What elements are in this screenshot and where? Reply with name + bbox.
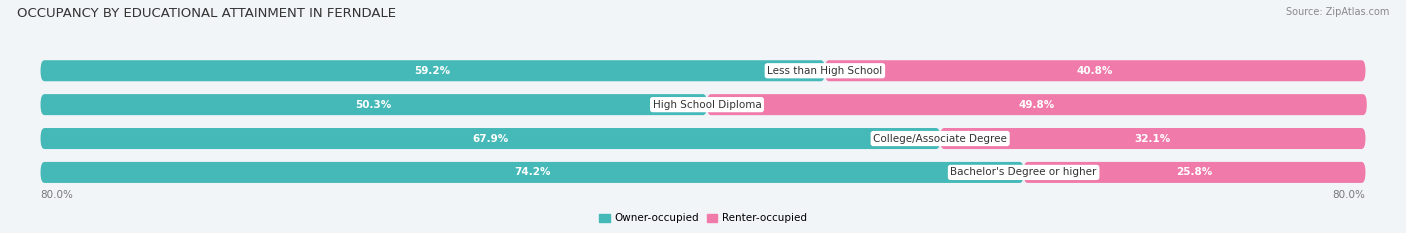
FancyBboxPatch shape	[41, 162, 1365, 183]
Text: 59.2%: 59.2%	[415, 66, 451, 76]
Text: 67.9%: 67.9%	[472, 134, 509, 144]
Text: 80.0%: 80.0%	[1333, 190, 1365, 200]
FancyBboxPatch shape	[41, 60, 1365, 81]
Text: Less than High School: Less than High School	[768, 66, 883, 76]
Text: Bachelor's Degree or higher: Bachelor's Degree or higher	[950, 168, 1097, 177]
Legend: Owner-occupied, Renter-occupied: Owner-occupied, Renter-occupied	[595, 209, 811, 228]
FancyBboxPatch shape	[941, 128, 1365, 149]
FancyBboxPatch shape	[1024, 162, 1365, 183]
Text: 50.3%: 50.3%	[356, 100, 392, 110]
Text: College/Associate Degree: College/Associate Degree	[873, 134, 1007, 144]
Text: 25.8%: 25.8%	[1177, 168, 1212, 177]
FancyBboxPatch shape	[41, 128, 941, 149]
Text: OCCUPANCY BY EDUCATIONAL ATTAINMENT IN FERNDALE: OCCUPANCY BY EDUCATIONAL ATTAINMENT IN F…	[17, 7, 396, 20]
Text: 80.0%: 80.0%	[41, 190, 73, 200]
Text: 32.1%: 32.1%	[1135, 134, 1171, 144]
FancyBboxPatch shape	[825, 60, 1365, 81]
Text: High School Diploma: High School Diploma	[652, 100, 762, 110]
FancyBboxPatch shape	[41, 94, 707, 115]
Text: 49.8%: 49.8%	[1019, 100, 1054, 110]
Text: Source: ZipAtlas.com: Source: ZipAtlas.com	[1285, 7, 1389, 17]
Text: 40.8%: 40.8%	[1077, 66, 1114, 76]
FancyBboxPatch shape	[41, 162, 1024, 183]
FancyBboxPatch shape	[41, 128, 1365, 149]
FancyBboxPatch shape	[41, 94, 1365, 115]
FancyBboxPatch shape	[41, 60, 825, 81]
Text: 74.2%: 74.2%	[513, 168, 550, 177]
FancyBboxPatch shape	[707, 94, 1367, 115]
